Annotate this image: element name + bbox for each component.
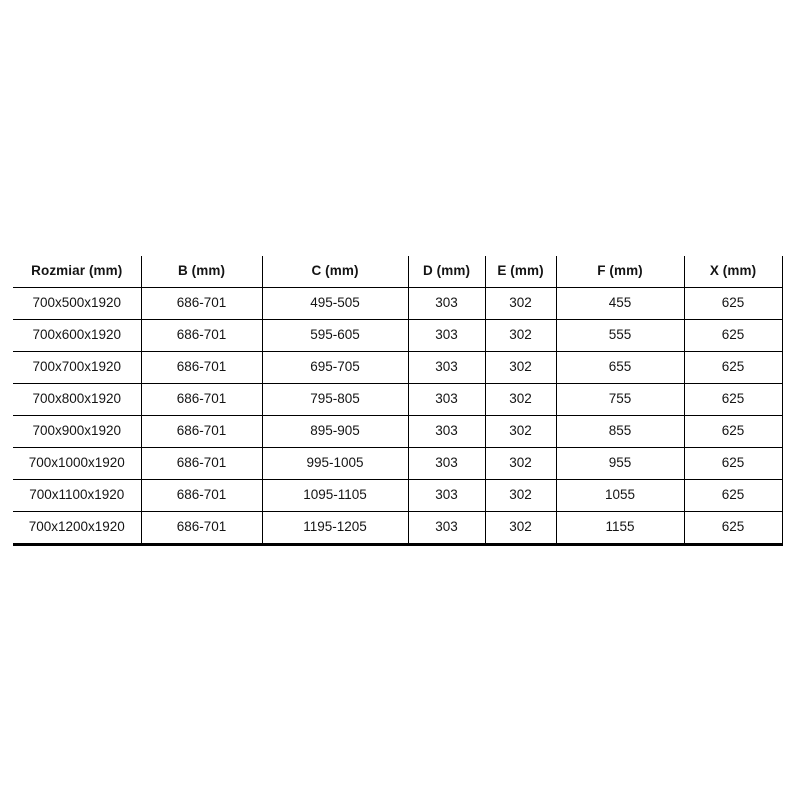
table-row: 700x1100x1920 686-701 1095-1105 303 302 1055 6…	[13, 479, 783, 512]
cell-x: 625	[684, 351, 783, 384]
column-header-size: Rozmiar (mm)	[13, 256, 142, 288]
cell-b: 686-701	[141, 511, 263, 546]
cell-e: 302	[485, 287, 557, 320]
cell-e: 302	[485, 351, 557, 384]
cell-size: 700x900x1920	[13, 415, 142, 448]
cell-c: 595-605	[262, 319, 409, 352]
table-row: 700x900x1920 686-701 895-905 303 302 855 625	[13, 415, 783, 448]
cell-x: 625	[684, 319, 783, 352]
cell-x: 625	[684, 287, 783, 320]
cell-c: 1195-1205	[262, 511, 409, 546]
cell-f: 655	[556, 351, 685, 384]
column-header-f: F (mm)	[556, 256, 685, 288]
cell-d: 303	[408, 319, 486, 352]
column-header-e: E (mm)	[485, 256, 557, 288]
table-row: 700x600x1920 686-701 595-605 303 302 555 625	[13, 319, 783, 352]
cell-b: 686-701	[141, 319, 263, 352]
cell-x: 625	[684, 383, 783, 416]
dimension-table: Rozmiar (mm) B (mm) C (mm) D (mm) E (mm) F (m…	[13, 256, 783, 546]
cell-c: 795-805	[262, 383, 409, 416]
cell-f: 1155	[556, 511, 685, 546]
cell-x: 625	[684, 447, 783, 480]
cell-size: 700x1100x1920	[13, 479, 142, 512]
cell-d: 303	[408, 383, 486, 416]
cell-size: 700x500x1920	[13, 287, 142, 320]
cell-f: 455	[556, 287, 685, 320]
cell-b: 686-701	[141, 383, 263, 416]
cell-e: 302	[485, 415, 557, 448]
cell-c: 895-905	[262, 415, 409, 448]
cell-b: 686-701	[141, 287, 263, 320]
cell-x: 625	[684, 511, 783, 546]
cell-d: 303	[408, 511, 486, 546]
cell-f: 855	[556, 415, 685, 448]
cell-e: 302	[485, 447, 557, 480]
cell-b: 686-701	[141, 415, 263, 448]
cell-size: 700x600x1920	[13, 319, 142, 352]
cell-e: 302	[485, 479, 557, 512]
column-header-x: X (mm)	[684, 256, 783, 288]
cell-e: 302	[485, 383, 557, 416]
cell-b: 686-701	[141, 447, 263, 480]
cell-x: 625	[684, 415, 783, 448]
cell-b: 686-701	[141, 351, 263, 384]
cell-f: 755	[556, 383, 685, 416]
cell-x: 625	[684, 479, 783, 512]
cell-d: 303	[408, 287, 486, 320]
cell-c: 495-505	[262, 287, 409, 320]
cell-d: 303	[408, 447, 486, 480]
cell-size: 700x1200x1920	[13, 511, 142, 546]
table-row: 700x800x1920 686-701 795-805 303 302 755 625	[13, 383, 783, 416]
cell-f: 555	[556, 319, 685, 352]
table-row: 700x700x1920 686-701 695-705 303 302 655 625	[13, 351, 783, 384]
column-header-b: B (mm)	[141, 256, 263, 288]
cell-size: 700x800x1920	[13, 383, 142, 416]
table-row: 700x1000x1920 686-701 995-1005 303 302 955 625	[13, 447, 783, 480]
cell-d: 303	[408, 415, 486, 448]
spec-table-container: Rozmiar (mm) B (mm) C (mm) D (mm) E (mm) F (m…	[13, 256, 783, 546]
cell-c: 1095-1105	[262, 479, 409, 512]
cell-c: 995-1005	[262, 447, 409, 480]
cell-f: 1055	[556, 479, 685, 512]
cell-c: 695-705	[262, 351, 409, 384]
cell-e: 302	[485, 319, 557, 352]
cell-d: 303	[408, 479, 486, 512]
cell-size: 700x700x1920	[13, 351, 142, 384]
cell-d: 303	[408, 351, 486, 384]
table-row: 700x1200x1920 686-701 1195-1205 303 302 1155 6…	[13, 511, 783, 546]
cell-f: 955	[556, 447, 685, 480]
cell-b: 686-701	[141, 479, 263, 512]
table-header-row: Rozmiar (mm) B (mm) C (mm) D (mm) E (mm) F (m…	[13, 256, 783, 288]
cell-size: 700x1000x1920	[13, 447, 142, 480]
column-header-d: D (mm)	[408, 256, 486, 288]
column-header-c: C (mm)	[262, 256, 409, 288]
cell-e: 302	[485, 511, 557, 546]
table-row: 700x500x1920 686-701 495-505 303 302 455 625	[13, 287, 783, 320]
